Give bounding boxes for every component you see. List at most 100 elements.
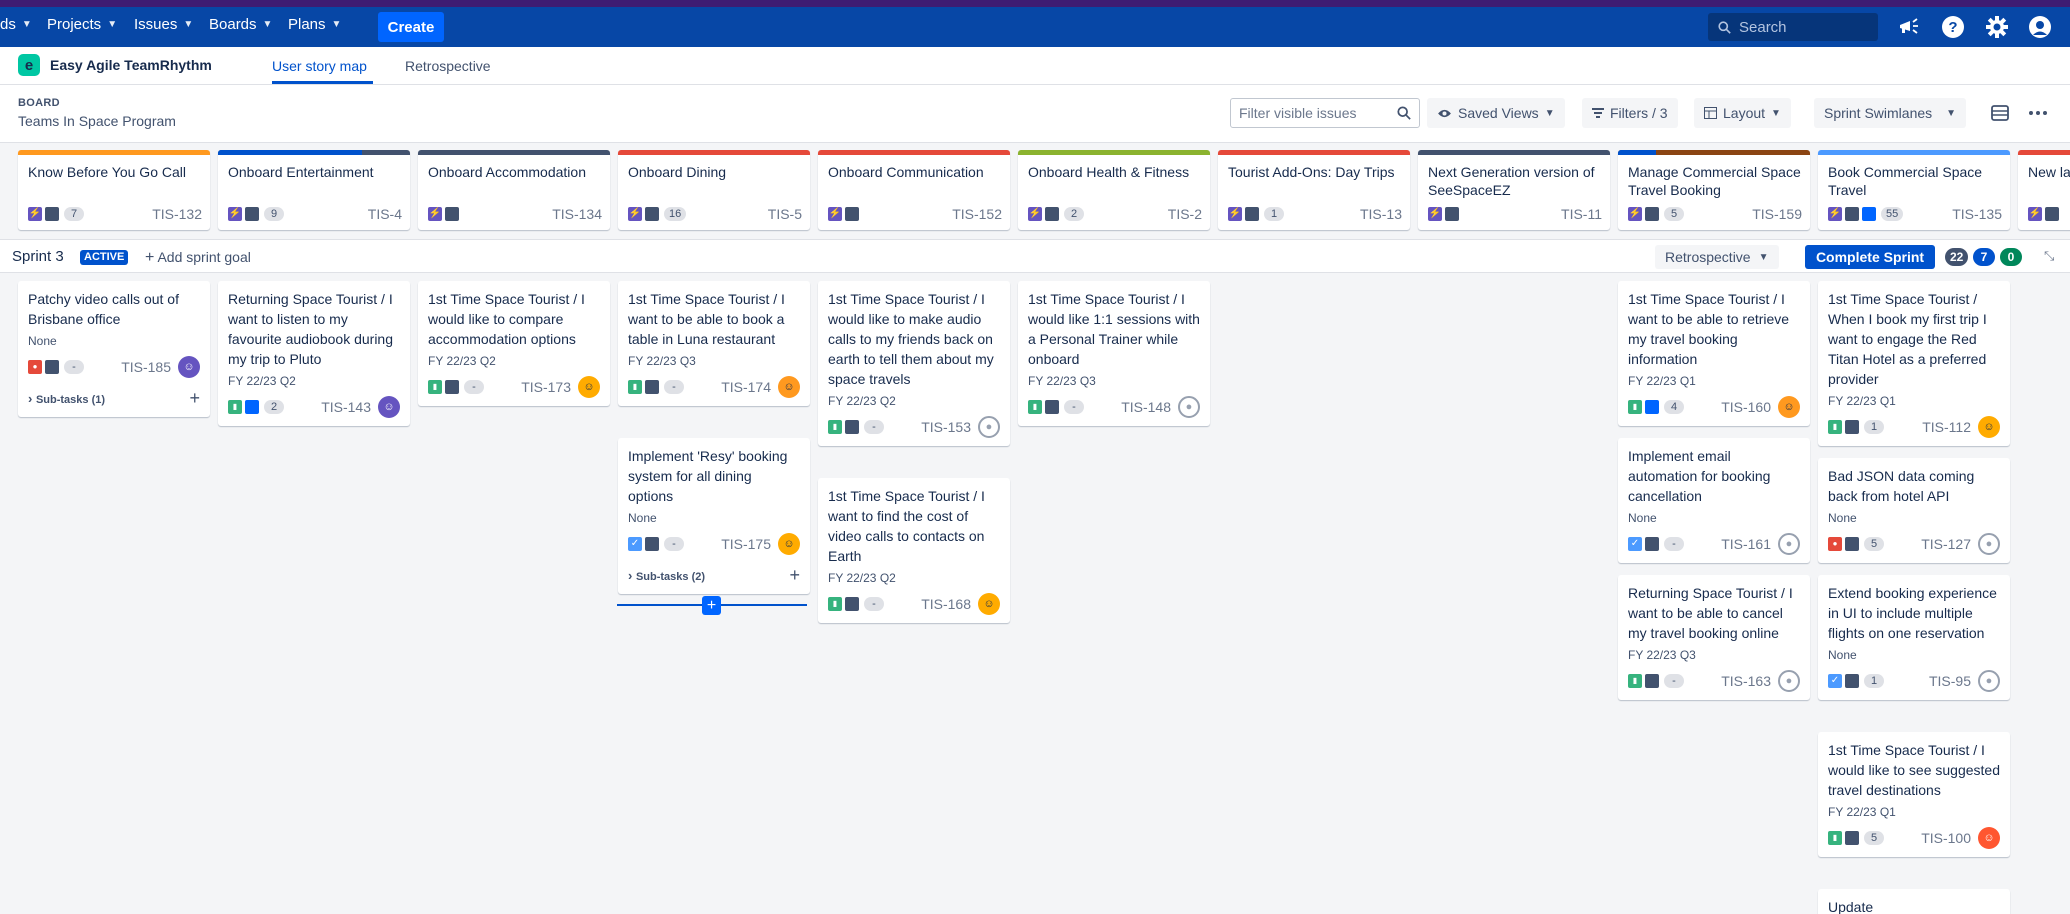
assignee-avatar[interactable]: ☺: [1778, 396, 1800, 418]
in-progress-count-badge: 7: [1973, 248, 1995, 266]
more-options-icon[interactable]: [2023, 98, 2053, 128]
story-card[interactable]: 1st Time Space Tourist / I want to find …: [818, 478, 1010, 623]
assignee-avatar[interactable]: ☺: [978, 593, 1000, 615]
estimate-badge: -: [664, 537, 684, 551]
epic-card[interactable]: Next Generation version of SeeSpaceEZ ⚡ TI…: [1418, 150, 1610, 230]
add-sprint-goal-button[interactable]: + Add sprint goal: [145, 249, 251, 267]
card-release: None: [1828, 511, 1857, 525]
epic-footer: ⚡ 9 TIS-4: [228, 206, 402, 222]
story-card[interactable]: Bad JSON data coming back from hotel API…: [1818, 458, 2010, 563]
filters-button[interactable]: Filters / 3: [1582, 98, 1678, 128]
epic-card[interactable]: Tourist Add-Ons: Day Trips ⚡ 1 TIS-13: [1218, 150, 1410, 230]
user-avatar[interactable]: [2027, 14, 2053, 40]
epic-key: TIS-152: [952, 206, 1002, 222]
assignee-avatar[interactable]: ☺: [1978, 827, 2000, 849]
create-button[interactable]: Create: [378, 12, 444, 42]
layout-button[interactable]: Layout ▼: [1694, 98, 1791, 128]
complete-sprint-button[interactable]: Complete Sprint: [1805, 245, 1935, 269]
tab-retrospective[interactable]: Retrospective: [405, 58, 491, 74]
search-input[interactable]: Search: [1708, 13, 1878, 41]
assignee-avatar[interactable]: ☺: [178, 356, 200, 378]
issue-count-badge: 16: [664, 207, 687, 221]
epic-footer: ⚡ TIS-11: [1428, 206, 1602, 222]
estimate-badge: -: [64, 360, 84, 374]
epic-card[interactable]: Know Before You Go Call ⚡ 7 TIS-132: [18, 150, 210, 230]
add-subtask-plus-icon[interactable]: +: [789, 565, 800, 585]
priority-icon: [45, 207, 59, 221]
story-card[interactable]: 1st Time Space Tourist / I want to be ab…: [1618, 281, 1810, 426]
nav-item-issues[interactable]: Issues ▼: [134, 16, 193, 33]
subtasks-toggle[interactable]: › Sub-tasks (1) +: [28, 388, 200, 409]
estimate-badge: -: [664, 380, 684, 394]
collapse-icon[interactable]: ⤡: [2044, 248, 2055, 263]
epic-card[interactable]: Onboard Communication ⚡ TIS-152: [818, 150, 1010, 230]
assignee-avatar[interactable]: ●: [1978, 533, 2000, 555]
story-card[interactable]: 1st Time Space Tourist / I would like to…: [818, 281, 1010, 446]
assignee-avatar[interactable]: ●: [1778, 533, 1800, 555]
megaphone-icon[interactable]: [1896, 14, 1922, 40]
nav-item-boards[interactable]: Boards ▼: [209, 16, 272, 33]
card-footer: ▮ 5 TIS-100 ☺: [1828, 827, 2000, 849]
epic-card[interactable]: Onboard Entertainment ⚡ 9 TIS-4: [218, 150, 410, 230]
filter-visible-issues-input[interactable]: Filter visible issues: [1230, 98, 1420, 128]
add-subtask-plus-icon[interactable]: +: [189, 388, 200, 408]
epic-card[interactable]: Onboard Dining ⚡ 16 TIS-5: [618, 150, 810, 230]
settings-gear-icon[interactable]: [1984, 14, 2010, 40]
story-card[interactable]: 1st Time Space Tourist / I would like to…: [1818, 732, 2010, 857]
nav-item-label: Plans: [288, 16, 326, 33]
story-card[interactable]: Implement email automation for booking c…: [1618, 438, 1810, 563]
issue-key: TIS-127: [1921, 536, 1971, 552]
sprint-name: Sprint 3: [12, 248, 64, 265]
sidebar-panel-icon[interactable]: [1985, 98, 2015, 128]
chevron-down-icon: ▼: [1544, 107, 1555, 119]
tab-user-story-map[interactable]: User story map: [272, 58, 367, 74]
epic-card[interactable]: Manage Commercial Space Travel Booking ⚡ 5…: [1618, 150, 1810, 230]
story-card[interactable]: Implement 'Resy' booking system for all …: [618, 438, 810, 594]
issue-count-badge: 9: [264, 207, 284, 221]
assignee-avatar[interactable]: ☺: [778, 376, 800, 398]
issue-count-badge: 5: [1664, 207, 1684, 221]
story-card[interactable]: Returning Space Tourist / I want to be a…: [1618, 575, 1810, 700]
retrospective-select[interactable]: Retrospective ▼: [1655, 245, 1779, 269]
add-goal-label: Add sprint goal: [157, 249, 251, 265]
story-card[interactable]: 1st Time Space Tourist / I would like 1:…: [1018, 281, 1210, 426]
story-card[interactable]: 1st Time Space Tourist / When I book my …: [1818, 281, 2010, 446]
card-release: FY 22/23 Q1: [1628, 374, 1696, 388]
swimlanes-select[interactable]: Sprint Swimlanes ▼: [1814, 98, 1967, 128]
story-card[interactable]: 1st Time Space Tourist / I want to be ab…: [618, 281, 810, 406]
story-card[interactable]: Update: [1818, 889, 2010, 914]
epic-footer: ⚡ 16 TIS-5: [628, 206, 802, 222]
help-icon[interactable]: ?: [1940, 14, 1966, 40]
subtasks-toggle[interactable]: › Sub-tasks (2) +: [628, 565, 800, 586]
assignee-avatar[interactable]: ●: [1978, 670, 2000, 692]
saved-views-button[interactable]: Saved Views ▼: [1427, 98, 1565, 128]
add-card-plus-icon[interactable]: +: [702, 596, 721, 615]
assignee-avatar[interactable]: ☺: [778, 533, 800, 555]
epic-card[interactable]: Onboard Health & Fitness ⚡ 2 TIS-2: [1018, 150, 1210, 230]
epic-card[interactable]: Onboard Accommodation ⚡ TIS-134: [418, 150, 610, 230]
assignee-avatar[interactable]: ●: [1778, 670, 1800, 692]
assignee-avatar[interactable]: ☺: [578, 376, 600, 398]
assignee-avatar[interactable]: ☺: [1978, 416, 2000, 438]
assignee-avatar[interactable]: ●: [1178, 396, 1200, 418]
card-footer: ● 5 TIS-127 ●: [1828, 533, 2000, 555]
story-card[interactable]: Patchy video calls out of Brisbane offic…: [18, 281, 210, 417]
filter-placeholder: Filter visible issues: [1239, 105, 1357, 121]
estimate-badge: 5: [1864, 537, 1884, 551]
nav-item-dashboards[interactable]: ds ▼: [0, 16, 32, 33]
nav-item-projects[interactable]: Projects ▼: [47, 16, 117, 33]
story-card[interactable]: Extend booking experience in UI to inclu…: [1818, 575, 2010, 700]
priority-icon: [1845, 420, 1859, 434]
story-card[interactable]: 1st Time Space Tourist / I would like to…: [418, 281, 610, 406]
epic-card[interactable]: Book Commercial Space Travel ⚡ 55 TIS-135: [1818, 150, 2010, 230]
card-title: 1st Time Space Tourist / When I book my …: [1828, 291, 1987, 387]
nav-item-plans[interactable]: Plans ▼: [288, 16, 341, 33]
task-checkbox-icon: ✓: [628, 537, 642, 551]
story-card[interactable]: Returning Space Tourist / I want to list…: [218, 281, 410, 426]
story-bookmark-icon: ▮: [1828, 831, 1842, 845]
assignee-avatar[interactable]: ☺: [378, 396, 400, 418]
epic-lightning-icon: ⚡: [1028, 207, 1042, 221]
assignee-avatar[interactable]: ●: [978, 416, 1000, 438]
epic-card[interactable]: New la ⚡: [2018, 150, 2070, 230]
retrospective-label: Retrospective: [1665, 249, 1751, 265]
